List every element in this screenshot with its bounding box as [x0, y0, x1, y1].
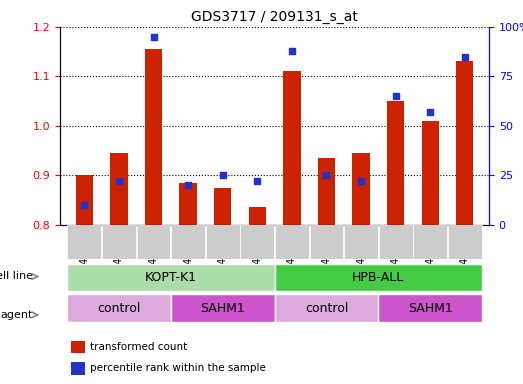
Bar [283, 71, 301, 225]
Point [322, 172, 331, 178]
Point [357, 178, 365, 184]
Text: percentile rank within the sample: percentile rank within the sample [90, 363, 266, 373]
Bar [67, 225, 101, 259]
Bar [110, 153, 128, 225]
Bar [275, 295, 378, 322]
Bar [344, 225, 378, 259]
Point [80, 202, 88, 208]
Bar [76, 175, 93, 225]
Bar [318, 158, 335, 225]
Point [253, 178, 262, 184]
Bar [353, 153, 370, 225]
Bar [422, 121, 439, 225]
Bar [145, 49, 162, 225]
Title: GDS3717 / 209131_s_at: GDS3717 / 209131_s_at [191, 10, 358, 25]
Text: cell line: cell line [0, 271, 33, 281]
Bar [71, 341, 85, 353]
Text: HPB-ALL: HPB-ALL [352, 271, 404, 284]
Bar [413, 225, 447, 259]
Bar [241, 225, 274, 259]
Bar [310, 225, 344, 259]
Text: agent: agent [1, 310, 33, 320]
Bar [67, 295, 171, 322]
Point [391, 93, 400, 99]
Bar [179, 183, 197, 225]
Bar [248, 207, 266, 225]
Bar [275, 225, 309, 259]
Text: SAHM1: SAHM1 [408, 302, 452, 314]
Text: control: control [305, 302, 348, 314]
Bar [275, 263, 482, 291]
Point [150, 34, 158, 40]
Point [115, 178, 123, 184]
Bar [206, 225, 240, 259]
Bar [456, 61, 473, 225]
Bar [379, 225, 413, 259]
Point [219, 172, 227, 178]
Bar [214, 187, 231, 225]
Bar [102, 225, 136, 259]
Point [461, 53, 469, 60]
Text: SAHM1: SAHM1 [200, 302, 245, 314]
Point [184, 182, 192, 188]
Bar [71, 362, 85, 375]
Text: KOPT-K1: KOPT-K1 [145, 271, 197, 284]
Bar [387, 101, 404, 225]
Bar [448, 225, 482, 259]
Text: control: control [97, 302, 141, 314]
Bar [171, 295, 275, 322]
Bar [67, 263, 275, 291]
Bar [378, 295, 482, 322]
Text: transformed count: transformed count [90, 342, 187, 352]
Point [426, 109, 435, 115]
Bar [137, 225, 170, 259]
Bar [171, 225, 205, 259]
Point [288, 48, 296, 54]
